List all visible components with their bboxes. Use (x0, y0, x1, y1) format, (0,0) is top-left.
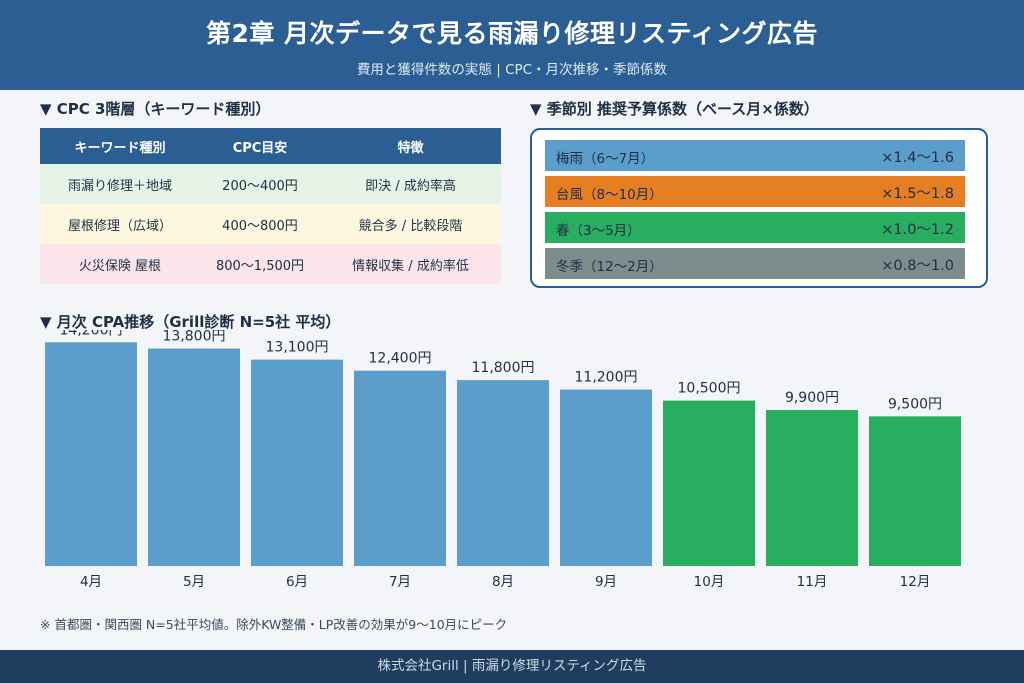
cpa-value-label: 11,200円 (575, 370, 638, 386)
cpc-value-cell: 200〜400円 (200, 164, 320, 204)
cpa-section-title: ▼ 月次 CPA推移（Grill診断 N=5社 平均） (40, 313, 341, 331)
keyword-type-cell: 屋根修理（広域） (40, 204, 200, 244)
cpa-value-label: 9,500円 (888, 396, 942, 412)
month-tick-label: 4月 (80, 574, 102, 590)
cpa-bar (354, 370, 446, 566)
cpc-section-title: ▼ CPC 3階層（キーワード種別） (40, 100, 271, 118)
month-tick-label: 6月 (286, 574, 308, 590)
footer-bar: 株式会社Grill | 雨漏り修理リスティング広告 (0, 650, 1024, 683)
season-section-title: ▼ 季節別 推奨予算係数（ベース月×係数） (530, 100, 819, 118)
cpa-bar (148, 348, 240, 566)
cpa-bar (457, 380, 549, 566)
season-name: 春（3〜5月） (556, 223, 641, 239)
cpa-bar (560, 389, 652, 566)
season-factor: ×1.4〜1.6 (881, 150, 954, 166)
page-title: 第2章 月次データで見る雨漏り修理リスティング広告 (205, 19, 819, 48)
cpa-bar-chart: 14,200円 4月 13,800円 5月 13,100円 6月 12,400円 7月 11,8… (45, 330, 961, 590)
month-tick-label: 8月 (492, 574, 514, 590)
season-row: 台風（8〜10月） ×1.5〜1.8 (545, 176, 965, 207)
season-factor-panel: 梅雨（6〜7月） ×1.4〜1.6 台風（8〜10月） ×1.5〜1.8 春（3… (530, 128, 988, 288)
cpa-value-label: 9,900円 (785, 390, 839, 406)
cpa-bar (766, 410, 858, 566)
feature-cell: 情報収集 / 成約率低 (320, 244, 501, 284)
season-factor: ×1.5〜1.8 (881, 186, 954, 202)
table-row: 雨漏り修理＋地域 200〜400円 即決 / 成約率高 (40, 164, 501, 204)
keyword-type-cell: 火災保険 屋根 (40, 244, 200, 284)
cpa-bar (869, 416, 961, 566)
cpa-bar (45, 342, 137, 566)
cpc-value-cell: 800〜1,500円 (200, 244, 320, 284)
footnote: ※ 首都圏・関西圏 N=5社平均値。除外KW整備・LP改善の効果が9〜10月にピ… (40, 617, 508, 632)
month-tick-label: 10月 (694, 574, 725, 590)
table-row: 火災保険 屋根 800〜1,500円 情報収集 / 成約率低 (40, 244, 501, 284)
page-subtitle: 費用と獲得件数の実態 | CPC・月次推移・季節係数 (356, 62, 668, 78)
month-tick-label: 5月 (183, 574, 205, 590)
season-row: 冬季（12〜2月） ×0.8〜1.0 (545, 248, 965, 279)
cpc-value-cell: 400〜800円 (200, 204, 320, 244)
cpa-value-label: 10,500円 (678, 381, 741, 397)
month-tick-label: 9月 (595, 574, 617, 590)
cpc-column-header: 特徴 (320, 128, 501, 164)
cpc-table-header-row: キーワード種別 CPC目安 特徴 (40, 128, 501, 164)
season-name: 梅雨（6〜7月） (556, 151, 655, 167)
month-tick-label: 7月 (389, 574, 411, 590)
cpa-value-label: 12,400円 (369, 351, 432, 367)
cpa-bar (251, 359, 343, 566)
cpa-value-label: 14,200円 (60, 330, 123, 338)
table-row: 屋根修理（広域） 400〜800円 競合多 / 比較段階 (40, 204, 501, 244)
cpa-value-label: 13,100円 (266, 340, 329, 356)
cpa-value-label: 11,800円 (472, 360, 535, 376)
feature-cell: 即決 / 成約率高 (320, 164, 501, 204)
cpc-column-header: CPC目安 (200, 128, 320, 164)
month-tick-label: 11月 (797, 574, 828, 590)
keyword-type-cell: 雨漏り修理＋地域 (40, 164, 200, 204)
season-factor: ×0.8〜1.0 (881, 258, 954, 274)
cpa-bar (663, 400, 755, 566)
month-tick-label: 12月 (900, 574, 931, 590)
cpa-value-label: 13,800円 (163, 330, 226, 345)
cpc-table: キーワード種別 CPC目安 特徴 雨漏り修理＋地域 200〜400円 即決 / … (40, 128, 501, 284)
season-row: 春（3〜5月） ×1.0〜1.2 (545, 212, 965, 243)
feature-cell: 競合多 / 比較段階 (320, 204, 501, 244)
season-factor: ×1.0〜1.2 (881, 222, 954, 238)
season-name: 冬季（12〜2月） (556, 259, 663, 275)
header-banner: 第2章 月次データで見る雨漏り修理リスティング広告 費用と獲得件数の実態 | C… (0, 0, 1024, 90)
season-row: 梅雨（6〜7月） ×1.4〜1.6 (545, 140, 965, 171)
season-name: 台風（8〜10月） (556, 187, 663, 203)
cpc-column-header: キーワード種別 (40, 128, 200, 164)
